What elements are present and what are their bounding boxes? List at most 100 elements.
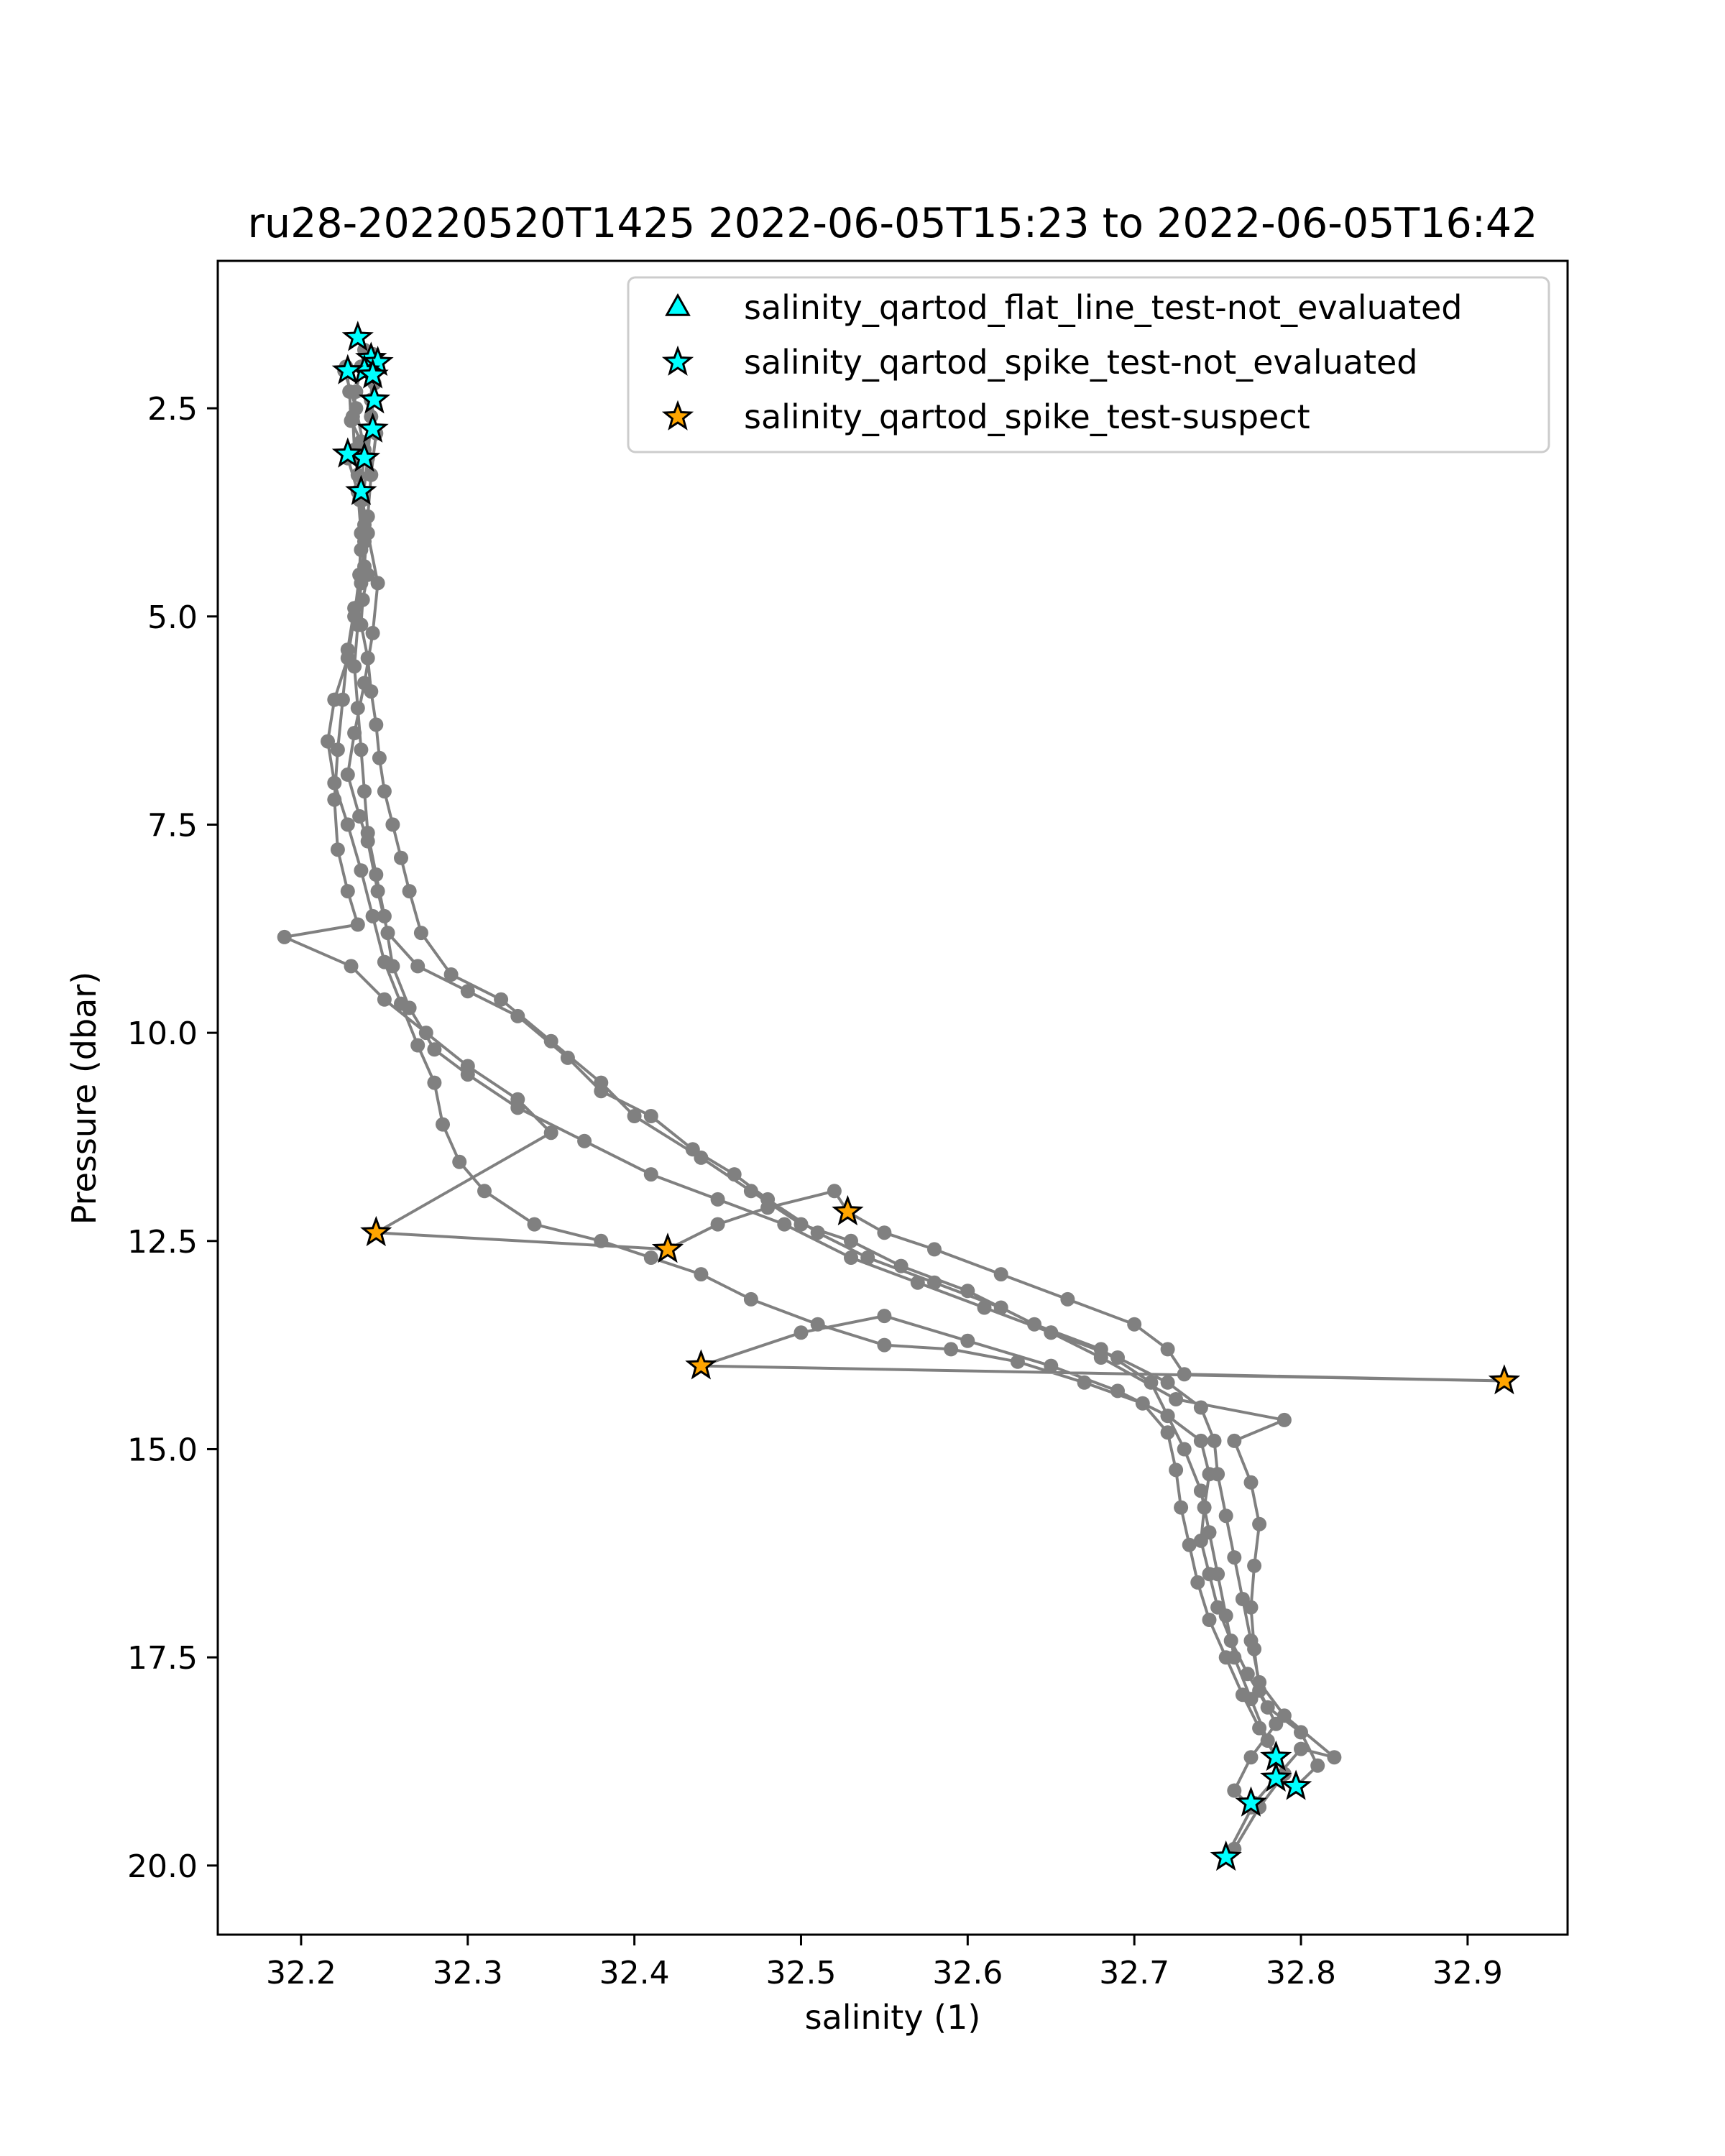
flag-star-marker [651,1233,684,1263]
profile-point [1160,1375,1175,1390]
profile-point [1207,1433,1222,1448]
profile-point [1127,1317,1142,1332]
x-tick-label: 32.3 [433,1955,503,1991]
profile-point [594,1233,609,1248]
profile-point [477,1184,492,1199]
profile-point [330,742,345,757]
profile-point [860,1250,875,1265]
profile-point [1110,1350,1125,1365]
profile-point [1294,1741,1308,1756]
flag-star-marker [1235,1786,1267,1817]
profile-point [360,650,375,665]
profile-point [710,1217,725,1232]
y-tick-label: 12.5 [127,1224,198,1261]
y-tick-label: 5.0 [147,599,198,636]
profile-point [1193,1433,1208,1448]
profile-point [877,1225,892,1240]
x-tick-label: 32.2 [266,1955,336,1991]
profile-point [1260,1700,1275,1715]
profile-point [394,850,408,865]
flag-markers [331,321,1521,1871]
profile-point [960,1333,975,1348]
profile-point [760,1192,776,1207]
profile-point [877,1309,892,1324]
profile-point [1235,1687,1250,1703]
profile-point [1218,1650,1233,1665]
profile-point [347,609,362,624]
y-tick-label: 2.5 [147,391,198,428]
profile-point [365,625,380,640]
profile-point [372,750,387,765]
profile-point [369,867,384,882]
profile-point [427,1042,442,1057]
legend-star-marker [661,400,694,430]
profile-point [1060,1291,1075,1307]
profile-point [993,1267,1008,1282]
flag-star-marker [1488,1364,1521,1395]
profile-point [321,734,335,749]
legend-label: salinity_qartod_flat_line_test-not_evalu… [744,288,1462,327]
profile-point [347,726,362,740]
profile-point [993,1300,1008,1315]
x-tick-label: 32.6 [932,1955,1003,1991]
profile-point [543,1125,558,1141]
profile-point [1202,1467,1217,1482]
legend-label: salinity_qartod_spike_test-not_evaluated [744,343,1417,382]
profile-point [354,742,369,757]
profile-point [344,959,359,974]
flag-star-marker [1210,1840,1242,1871]
legend: salinity_qartod_flat_line_test-not_evalu… [627,276,1550,453]
profile-point [1227,1550,1242,1565]
y-axis: 2.5 5.0 7.5 10.0 12.5 15.0 17.5 20.0 [127,391,218,1885]
x-tick-label: 32.4 [599,1955,670,1991]
profile-point [349,401,364,416]
y-tick-label: 20.0 [127,1848,198,1885]
profile-point [827,1184,842,1199]
profile-point [354,863,369,878]
profile-point [777,1217,792,1232]
profile-point [1223,1634,1238,1648]
profile-point [377,908,392,923]
profile-point [1243,1750,1259,1765]
profile-point [1243,1600,1259,1615]
profile-point [594,1084,609,1099]
profile-point [1210,1600,1225,1615]
profile-point [377,954,392,969]
profile-point [543,1033,558,1049]
profile-point [743,1291,758,1307]
profile-point [460,1059,475,1074]
profile-point [960,1284,975,1299]
profile-point [810,1317,825,1332]
profile-point [340,650,355,665]
profile-point [494,992,509,1007]
profile-point [577,1133,592,1148]
profile-point [1160,1342,1175,1357]
profile-point [927,1275,942,1290]
x-tick-label: 32.8 [1266,1955,1336,1991]
profile-point [350,701,365,716]
profile-point [360,509,375,524]
flag-star-marker [341,321,374,351]
y-axis-label: Pressure (dbar) [65,972,104,1225]
profile-point [1227,1433,1242,1448]
profile-point [360,834,375,849]
profile-point [1010,1354,1025,1369]
flag-star-marker [685,1349,717,1380]
flag-star-marker [362,346,394,377]
profile-point [350,917,365,932]
profile-point [1044,1325,1059,1340]
profile-point [910,1275,925,1290]
profile-point [365,908,380,923]
profile-point [1174,1500,1189,1515]
profile-point [727,1167,742,1182]
profile-point [1160,1425,1175,1440]
profile-point [427,1075,442,1090]
profile-point [1294,1725,1308,1740]
profile-point [1193,1400,1208,1415]
profile-point [710,1192,725,1207]
profile-point [436,1117,450,1132]
profile-point [357,784,372,799]
profile-point [977,1300,992,1315]
profile-point [327,792,342,807]
profile-point [1227,1783,1242,1798]
